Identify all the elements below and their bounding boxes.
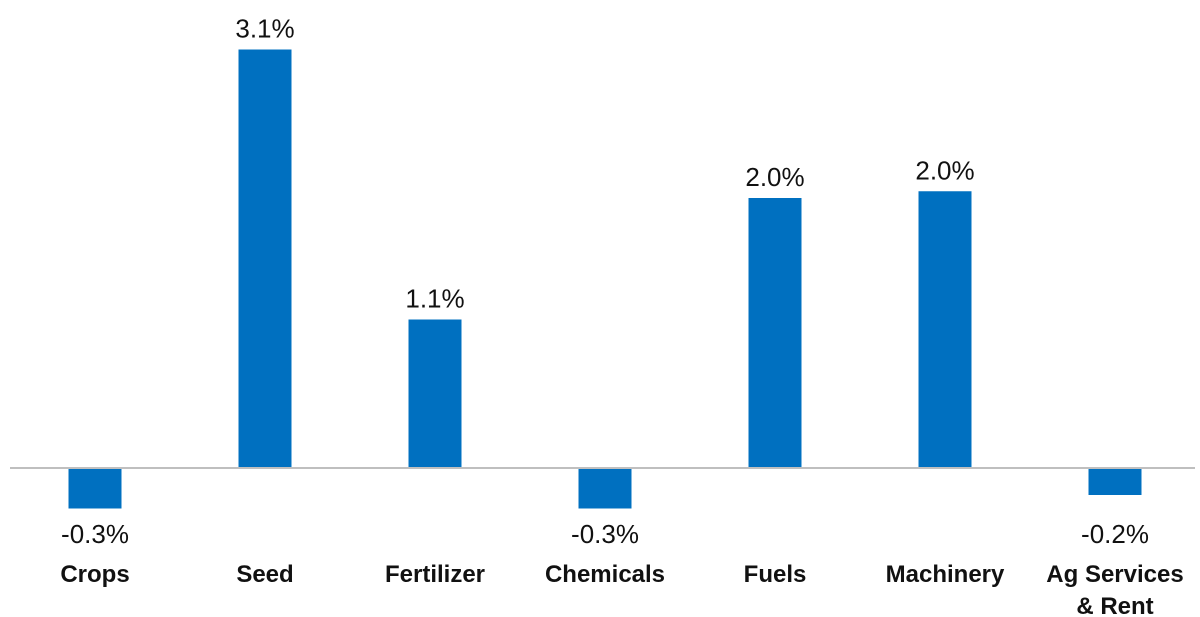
bar-chemicals xyxy=(578,468,632,509)
bars-layer xyxy=(68,49,1142,509)
category-label: Ag Services & Rent xyxy=(1046,561,1183,617)
category-label: Fertilizer xyxy=(385,561,485,588)
category-label-line: Seed xyxy=(236,561,293,588)
data-label: -0.2% xyxy=(1081,519,1149,549)
data-label: 1.1% xyxy=(405,284,464,314)
category-label-line: Machinery xyxy=(886,561,1005,588)
bar-machinery xyxy=(918,191,972,468)
data-label: 2.0% xyxy=(745,162,804,192)
data-label: 2.0% xyxy=(915,155,974,185)
category-label: Fuels xyxy=(744,561,807,588)
category-label: Seed xyxy=(236,561,293,588)
category-label: Crops xyxy=(60,561,129,588)
category-label-line: Crops xyxy=(60,561,129,588)
category-label-line: Chemicals xyxy=(545,561,665,588)
bar-seed xyxy=(238,49,292,468)
category-label: Machinery xyxy=(886,561,1005,588)
category-label-line: Ag Services xyxy=(1046,561,1183,588)
bar-crops xyxy=(68,468,122,509)
category-label-line: Fertilizer xyxy=(385,561,485,588)
category-label-line: & Rent xyxy=(1076,593,1153,617)
bar-fertilizer xyxy=(408,319,462,468)
value-labels-layer: -0.3% 3.1% 1.1% -0.3% 2.0% 2.0% -0.2% xyxy=(61,14,1149,550)
data-label: 3.1% xyxy=(235,14,294,44)
category-labels-layer: Crops Seed Fertilizer Chemicals Fuels Machine… xyxy=(60,561,1183,617)
data-label: -0.3% xyxy=(61,519,129,549)
data-label: -0.3% xyxy=(571,519,639,549)
category-label-line: Fuels xyxy=(744,561,807,588)
category-label: Chemicals xyxy=(545,561,665,588)
bar-ag-services-rent xyxy=(1088,468,1142,495)
bar-fuels xyxy=(748,198,802,468)
